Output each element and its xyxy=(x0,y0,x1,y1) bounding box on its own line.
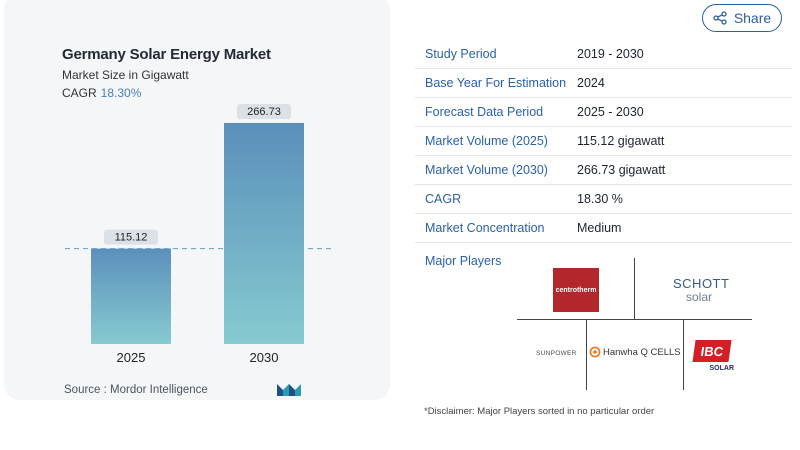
table-row: Market Concentration Medium xyxy=(415,214,792,243)
table-row: CAGR 18.30 % xyxy=(415,185,792,214)
ibc-solar-logo-text: SOLAR xyxy=(709,365,735,372)
chart-card xyxy=(4,0,390,400)
row-label: CAGR xyxy=(425,192,462,206)
sunpower-logo: SUNPOWER xyxy=(536,350,577,357)
row-value: 18.30 % xyxy=(577,192,623,206)
grid-divider xyxy=(634,258,635,319)
row-label: Base Year For Estimation xyxy=(425,76,567,90)
row-value: 2024 xyxy=(577,76,605,90)
row-value: 2019 - 2030 xyxy=(577,47,644,61)
row-value: Medium xyxy=(577,221,622,235)
data-label: 115.12 xyxy=(115,232,148,244)
row-value: 115.12 gigawatt xyxy=(577,134,665,148)
major-players-label: Major Players xyxy=(425,254,502,268)
share-button[interactable]: Share xyxy=(702,4,782,32)
market-details-table: Study Period 2019 - 2030 Base Year For Es… xyxy=(415,40,792,243)
table-row: Study Period 2019 - 2030 xyxy=(415,40,792,69)
centrotherm-logo: centrotherm xyxy=(553,268,599,312)
share-label: Share xyxy=(733,10,772,26)
mordor-logo-icon xyxy=(277,384,301,396)
grid-divider xyxy=(683,319,684,390)
row-label: Forecast Data Period xyxy=(425,105,544,119)
grid-divider xyxy=(586,319,587,390)
chart-subtitle: Market Size in Gigawatt xyxy=(62,68,189,82)
data-label: 266.73 xyxy=(247,106,281,118)
data-label-box xyxy=(104,229,158,245)
hanwha-logo-text: Hanwha Q CELLS xyxy=(603,346,681,358)
hanwha-flame-icon xyxy=(589,346,601,358)
cagr-label: CAGR xyxy=(62,86,97,100)
share-icon xyxy=(713,11,727,25)
grid-divider xyxy=(517,319,752,320)
schott-solar-logo: SCHOTT solar xyxy=(673,276,730,304)
disclaimer-text: *Disclaimer: Major Players sorted in no … xyxy=(424,406,655,417)
table-row: Forecast Data Period 2025 - 2030 xyxy=(415,98,792,127)
table-row: Base Year For Estimation 2024 xyxy=(415,69,792,98)
row-label: Market Volume (2025) xyxy=(425,134,548,148)
bar xyxy=(91,248,171,344)
x-tick-label: 2030 xyxy=(250,350,279,365)
bar-chart: 115.12 2025 266.73 2030 xyxy=(65,104,333,365)
row-value: 266.73 gigawatt xyxy=(577,163,666,177)
table-row: Market Volume (2025) 115.12 gigawatt xyxy=(415,127,792,156)
table-row: Market Volume (2030) 266.73 gigawatt xyxy=(415,156,792,185)
x-tick-label: 2025 xyxy=(117,350,146,365)
row-label: Market Concentration xyxy=(425,221,545,235)
data-label-box xyxy=(237,104,291,119)
ibc-solar-logo: IBC SOLAR xyxy=(692,340,735,376)
centrotherm-logo-text: centrotherm xyxy=(555,286,597,294)
bar xyxy=(224,123,304,344)
chart-cagr: CAGR 18.30% xyxy=(62,86,141,100)
schott-logo-text: SCHOTT xyxy=(673,276,730,291)
source-text: Source : Mordor Intelligence xyxy=(64,384,208,396)
hanwha-q-cells-logo: Hanwha Q CELLS xyxy=(589,346,681,358)
schott-solar-logo-text: solar xyxy=(685,290,712,304)
cagr-value: 18.30% xyxy=(100,86,142,100)
row-label: Market Volume (2030) xyxy=(425,163,548,177)
chart-title: Germany Solar Energy Market xyxy=(62,46,271,63)
ibc-logo-text: IBC xyxy=(692,340,732,362)
major-players-grid: centrotherm SCHOTT solar SUNPOWER Hanwha… xyxy=(517,258,752,390)
row-value: 2025 - 2030 xyxy=(577,105,644,119)
row-label: Study Period xyxy=(425,47,497,61)
